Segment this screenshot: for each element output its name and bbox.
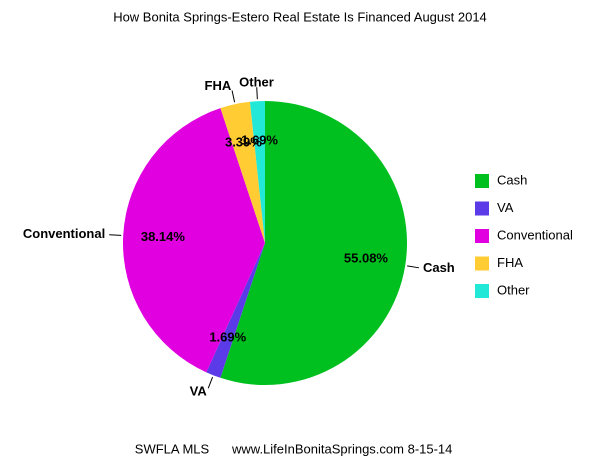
- leader-line: [207, 376, 214, 389]
- value-label: 1.69%: [241, 132, 278, 147]
- value-label: 55.08%: [344, 251, 389, 266]
- legend-label: FHA: [497, 255, 523, 270]
- legend-swatch: [475, 256, 489, 271]
- pie-slice: [220, 101, 408, 386]
- legend-label: Other: [497, 282, 530, 297]
- legend-label: VA: [497, 200, 514, 215]
- pie-slice: [249, 101, 265, 243]
- legend-swatch: [475, 174, 489, 188]
- leader-line: [231, 90, 236, 103]
- slice-label: Other: [239, 75, 274, 90]
- value-label: 1.69%: [209, 330, 246, 345]
- value-label: 38.14%: [141, 229, 186, 244]
- leader-line: [256, 87, 258, 100]
- slice-label: Cash: [423, 260, 455, 275]
- pie-slice: [220, 101, 265, 244]
- slice-label: VA: [190, 383, 208, 398]
- source: SWFLA MLS: [135, 441, 210, 456]
- legend-label: Cash: [497, 172, 527, 187]
- value-label: 3.39%: [225, 135, 262, 150]
- legend-swatch: [475, 284, 489, 298]
- legend-swatch: [475, 229, 489, 243]
- slice-label: FHA: [205, 78, 232, 93]
- slice-label: Conventional: [23, 226, 105, 241]
- pie-slice: [206, 243, 265, 378]
- leader-line: [407, 265, 420, 269]
- leader-line: [109, 234, 122, 236]
- legend-label: Conventional: [497, 227, 573, 242]
- pie-slice: [123, 108, 265, 373]
- legend-swatch: [475, 201, 489, 216]
- footer: www.LifeInBonitaSprings.com 8-15-14: [231, 441, 452, 456]
- chart-title: How Bonita Springs-Estero Real Estate Is…: [113, 9, 487, 24]
